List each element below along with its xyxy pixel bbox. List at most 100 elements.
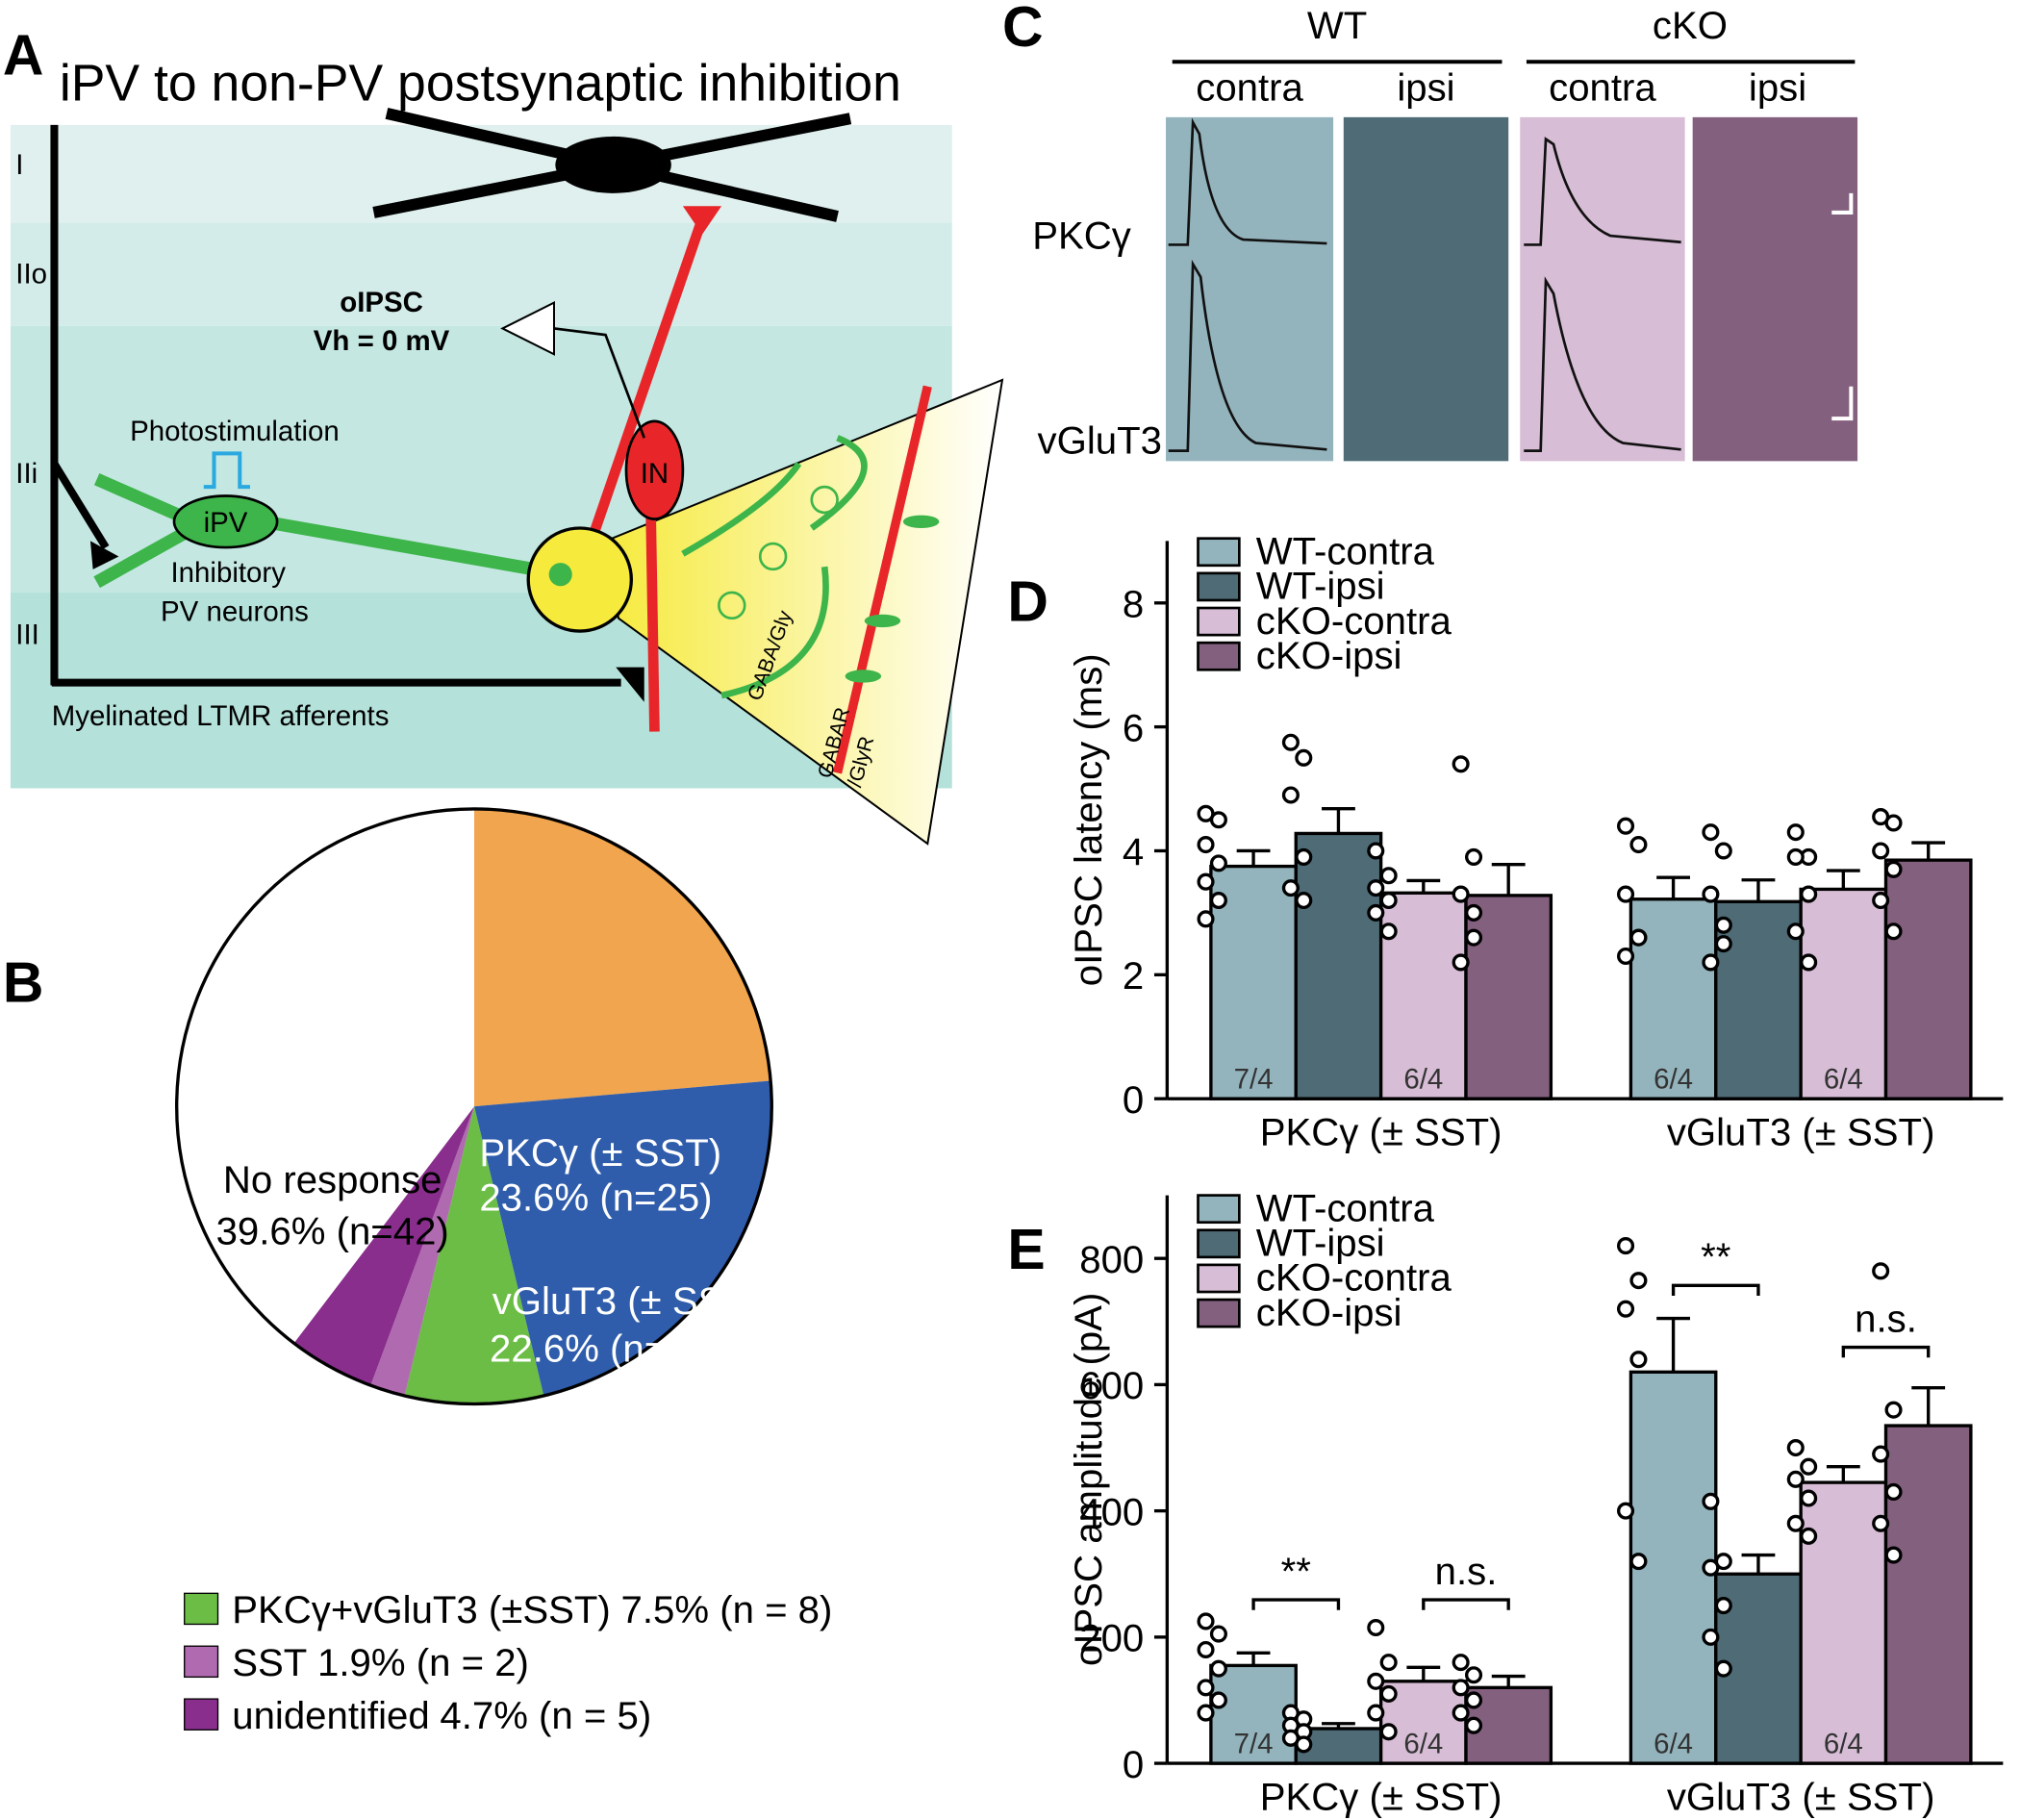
legend-swatch xyxy=(1197,1194,1241,1225)
legend-entry: unidentified 4.7% (n = 5) xyxy=(232,1694,651,1737)
slice-value: 39.6% (n=42) xyxy=(216,1209,449,1252)
vesicle xyxy=(758,542,788,571)
bar xyxy=(1464,894,1553,1100)
data-point xyxy=(1452,885,1470,903)
trace-panel xyxy=(1343,116,1509,462)
data-point xyxy=(1702,1558,1720,1577)
slice-value: 23.6% (n=25) xyxy=(479,1176,712,1220)
data-point xyxy=(1702,885,1720,903)
legend-entry: WT-contra xyxy=(1256,1186,1435,1229)
data-point xyxy=(1209,811,1227,829)
data-point xyxy=(1617,817,1635,835)
x-tick-label: vGluT3 (± SST) xyxy=(1667,1775,1935,1818)
y-axis-label: oIPSC amplitude (pA) xyxy=(1067,1293,1110,1666)
data-point xyxy=(1452,953,1470,972)
data-point xyxy=(1209,891,1227,910)
in-label: IN xyxy=(641,458,669,490)
trace-panel xyxy=(1520,116,1685,462)
legend-swatch xyxy=(1197,571,1241,602)
slice-value: 22.6% (n=24) xyxy=(490,1327,722,1370)
legend-value: 1.9% (n = 2) xyxy=(317,1641,529,1684)
legend-name: SST xyxy=(232,1641,307,1684)
data-point xyxy=(1884,860,1903,878)
y-tick-label: 600 xyxy=(1079,1364,1144,1407)
data-point xyxy=(1872,891,1890,910)
trace-panel xyxy=(1166,116,1334,462)
legend-swatch xyxy=(184,1645,219,1679)
significance-bracket xyxy=(1422,1598,1510,1610)
data-point xyxy=(1884,1546,1903,1564)
data-point xyxy=(1714,935,1732,953)
data-point xyxy=(1629,928,1648,947)
legend-value: 4.7% (n = 5) xyxy=(440,1694,651,1737)
genotype-label: cKO xyxy=(1653,4,1728,47)
legend-swatch xyxy=(1197,641,1241,671)
layer-label: I xyxy=(15,149,23,181)
data-point xyxy=(1800,1527,1818,1545)
data-point xyxy=(1295,748,1313,767)
y-tick-label: 4 xyxy=(1123,830,1144,873)
layer-label: IIo xyxy=(15,259,47,291)
scale-bar xyxy=(1831,386,1854,421)
significance-bracket xyxy=(1671,1283,1760,1297)
data-point xyxy=(1465,847,1483,866)
data-point xyxy=(1197,1679,1215,1697)
data-point xyxy=(1786,1470,1805,1488)
trace xyxy=(1168,259,1327,452)
bar xyxy=(1714,899,1803,1100)
pie-slice xyxy=(370,1106,474,1396)
data-point xyxy=(1295,847,1313,866)
data-point xyxy=(1379,1654,1398,1672)
ipv-label: iPV xyxy=(204,507,248,539)
legend-entry: WT-ipsi xyxy=(1256,565,1385,608)
pie-slice xyxy=(473,1080,772,1396)
data-point xyxy=(1281,786,1300,804)
data-point xyxy=(1379,923,1398,941)
data-point xyxy=(1465,903,1483,922)
recording-label: oIPSC xyxy=(340,287,423,318)
legend-entry: cKO-ipsi xyxy=(1256,1291,1402,1334)
ipv-dendrite xyxy=(93,522,197,589)
data-point xyxy=(1800,885,1818,903)
data-point xyxy=(1617,885,1635,903)
vesicle xyxy=(718,591,746,620)
significance-label: ** xyxy=(1701,1235,1730,1278)
data-point xyxy=(1379,891,1398,910)
genotype-label: WT xyxy=(1307,4,1367,47)
legend-name: unidentified xyxy=(232,1694,429,1737)
electrode xyxy=(553,327,645,439)
afferent-label: Myelinated LTMR afferents xyxy=(52,700,390,732)
light-pulse xyxy=(203,451,250,490)
data-point xyxy=(1702,1628,1720,1646)
data-point xyxy=(1465,928,1483,947)
legend-swatch xyxy=(1197,1298,1241,1328)
receptor xyxy=(845,670,882,683)
data-point xyxy=(1367,879,1385,897)
legend-value: 7.5% (n = 8) xyxy=(621,1588,833,1631)
data-point xyxy=(1884,814,1903,832)
n-label: 7/4 xyxy=(1234,1063,1274,1095)
y-tick-label: 200 xyxy=(1079,1617,1144,1660)
y-tick-label: 2 xyxy=(1123,954,1144,998)
data-point xyxy=(1629,1553,1648,1571)
synapse xyxy=(526,526,634,633)
legend-swatch xyxy=(184,1698,219,1731)
data-point xyxy=(1367,1618,1385,1637)
panel-label: C xyxy=(1002,0,1044,59)
y-tick-label: 400 xyxy=(1079,1490,1144,1533)
y-tick-label: 0 xyxy=(1123,1078,1144,1122)
in-soma xyxy=(624,419,685,520)
legend-swatch xyxy=(1197,606,1241,637)
data-point xyxy=(1702,953,1720,972)
significance-bracket xyxy=(1841,1345,1931,1358)
data-point xyxy=(1209,1691,1227,1709)
significance-label: ** xyxy=(1281,1550,1311,1593)
data-point xyxy=(1465,1666,1483,1684)
pie-slice xyxy=(473,808,771,1107)
n-label: 6/4 xyxy=(1824,1063,1863,1095)
diagram: I IIo IIi III iPV to non-PV postsynaptic… xyxy=(10,55,1004,846)
ipv-soma xyxy=(172,494,279,549)
stimulus-label: Photostimulation xyxy=(130,416,340,447)
